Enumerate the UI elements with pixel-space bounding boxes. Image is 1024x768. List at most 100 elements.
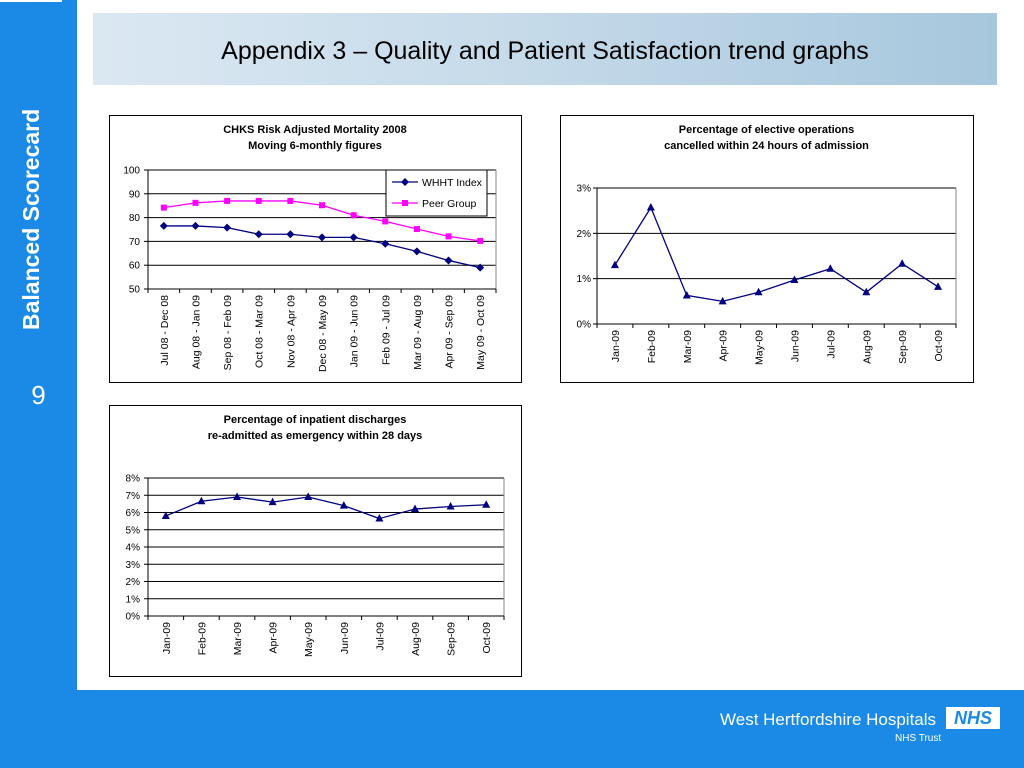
readmissions-chart: Percentage of inpatient discharges re-adm…: [109, 405, 522, 677]
data-point: [682, 290, 691, 299]
x-tick-label: May-09: [754, 330, 766, 365]
x-tick-label: Apr 09 - Sep 09: [444, 295, 456, 369]
trust-label: NHS Trust: [895, 733, 942, 744]
data-point: [223, 223, 232, 232]
y-tick-label: 6%: [126, 508, 141, 519]
x-tick-label: Aug-09: [410, 622, 422, 656]
chart-title-line: cancelled within 24 hours of admission: [664, 140, 869, 152]
chart-svg: Percentage of elective operations cancell…: [577, 124, 957, 365]
y-tick-label: 60: [129, 261, 141, 272]
data-point: [350, 212, 357, 219]
chart-title-line: Percentage of elective operations: [679, 124, 854, 136]
x-tick-label: Apr-09: [268, 622, 280, 654]
data-point: [444, 256, 453, 265]
y-tick-label: 1%: [126, 594, 141, 605]
legend-marker: [401, 178, 409, 186]
mortality-chart: CHKS Risk Adjusted Mortality 2008 Moving …: [109, 115, 522, 383]
data-point: [192, 199, 199, 206]
y-tick-label: 100: [123, 166, 140, 177]
data-point: [790, 275, 799, 284]
legend-marker: [402, 200, 408, 206]
cancelled-operations-chart: Percentage of elective operations cancell…: [560, 115, 974, 383]
series-0: [610, 202, 943, 305]
x-tick-label: Jul 08 - Dec 08: [159, 295, 171, 366]
x-tick-label: Sep-09: [897, 330, 909, 364]
x-tick-label: Oct 08 - Mar 09: [254, 295, 266, 368]
y-tick-label: 7%: [126, 491, 141, 502]
data-point: [191, 221, 200, 230]
y-tick-label: 3%: [577, 184, 592, 195]
page-title: Appendix 3 – Quality and Patient Satisfa…: [221, 37, 869, 65]
data-point: [159, 221, 168, 230]
y-tick-label: 1%: [577, 274, 592, 285]
x-tick-label: Jan-09: [610, 330, 622, 362]
x-tick-label: Mar-09: [232, 622, 244, 655]
data-point: [413, 226, 420, 233]
data-point: [934, 282, 943, 290]
y-tick-label: 0%: [126, 612, 141, 623]
x-tick-label: May-09: [303, 622, 315, 657]
y-tick-label: 5%: [126, 525, 141, 536]
data-point: [319, 202, 325, 209]
data-point: [646, 202, 655, 211]
data-point: [446, 501, 455, 510]
chart-title-line: re-admitted as emergency within 28 days: [208, 430, 423, 442]
x-tick-label: Feb 09 - Jul 09: [380, 295, 392, 365]
x-tick-label: Nov 08 - Apr 09: [285, 295, 297, 368]
x-tick-label: Aug-09: [861, 330, 873, 364]
x-tick-label: Jul-09: [374, 622, 386, 651]
data-point: [445, 233, 452, 240]
data-point: [268, 497, 277, 506]
y-tick-label: 90: [129, 189, 141, 200]
chart-title-line: Moving 6-monthly figures: [248, 140, 382, 152]
x-tick-label: Sep 08 - Feb 09: [222, 295, 234, 370]
data-point: [862, 287, 871, 296]
data-point: [318, 233, 326, 242]
y-tick-label: 3%: [126, 560, 141, 571]
x-tick-label: Jun-09: [339, 622, 351, 654]
chart-title-line: Percentage of inpatient discharges: [224, 414, 407, 426]
legend-label: Peer Group: [422, 198, 476, 210]
x-tick-label: Jun-09: [789, 330, 801, 362]
data-point: [254, 230, 263, 239]
data-point: [375, 514, 384, 522]
data-point: [826, 264, 835, 272]
chart-svg: CHKS Risk Adjusted Mortality 2008 Moving …: [123, 124, 497, 372]
x-tick-label: Mar-09: [682, 330, 694, 363]
data-point: [476, 263, 485, 272]
legend-box: [385, 169, 488, 217]
chart-title-line: CHKS Risk Adjusted Mortality 2008: [223, 124, 407, 136]
y-tick-label: 2%: [577, 229, 592, 240]
chart-svg: Percentage of inpatient discharges re-adm…: [126, 414, 505, 657]
data-point: [477, 237, 484, 244]
series-0: [161, 492, 491, 522]
data-point: [482, 500, 491, 508]
y-tick-label: 50: [129, 285, 141, 296]
x-tick-label: Jul-09: [825, 330, 837, 359]
organisation-name: West Hertfordshire Hospitals: [720, 710, 937, 729]
data-point: [382, 218, 389, 225]
y-tick-label: 2%: [126, 577, 141, 588]
data-point: [224, 197, 231, 204]
nhs-logo: NHS: [946, 707, 1000, 729]
x-tick-label: Oct-09: [933, 330, 945, 362]
page-number: 9: [31, 380, 46, 410]
sidebar-corner-line: [0, 0, 62, 2]
data-point: [412, 247, 421, 256]
x-tick-label: Sep-09: [446, 622, 458, 656]
footer: West Hertfordshire Hospitals NHS Trust N…: [0, 690, 1024, 768]
x-tick-label: Jan 09 - Jun 09: [349, 295, 361, 368]
x-tick-label: Jan-09: [161, 622, 173, 654]
x-tick-label: Feb-09: [196, 622, 208, 655]
data-point: [287, 197, 294, 204]
x-tick-label: Feb-09: [646, 330, 658, 363]
data-point: [161, 511, 170, 519]
x-tick-label: May 09 - Oct 09: [475, 295, 487, 370]
data-point: [233, 492, 241, 500]
data-point: [381, 239, 390, 248]
x-tick-label: Oct-09: [481, 622, 493, 654]
x-tick-label: Mar 09 - Aug 09: [412, 295, 424, 370]
data-point: [898, 259, 907, 267]
data-point: [718, 296, 727, 305]
data-point: [197, 496, 206, 505]
